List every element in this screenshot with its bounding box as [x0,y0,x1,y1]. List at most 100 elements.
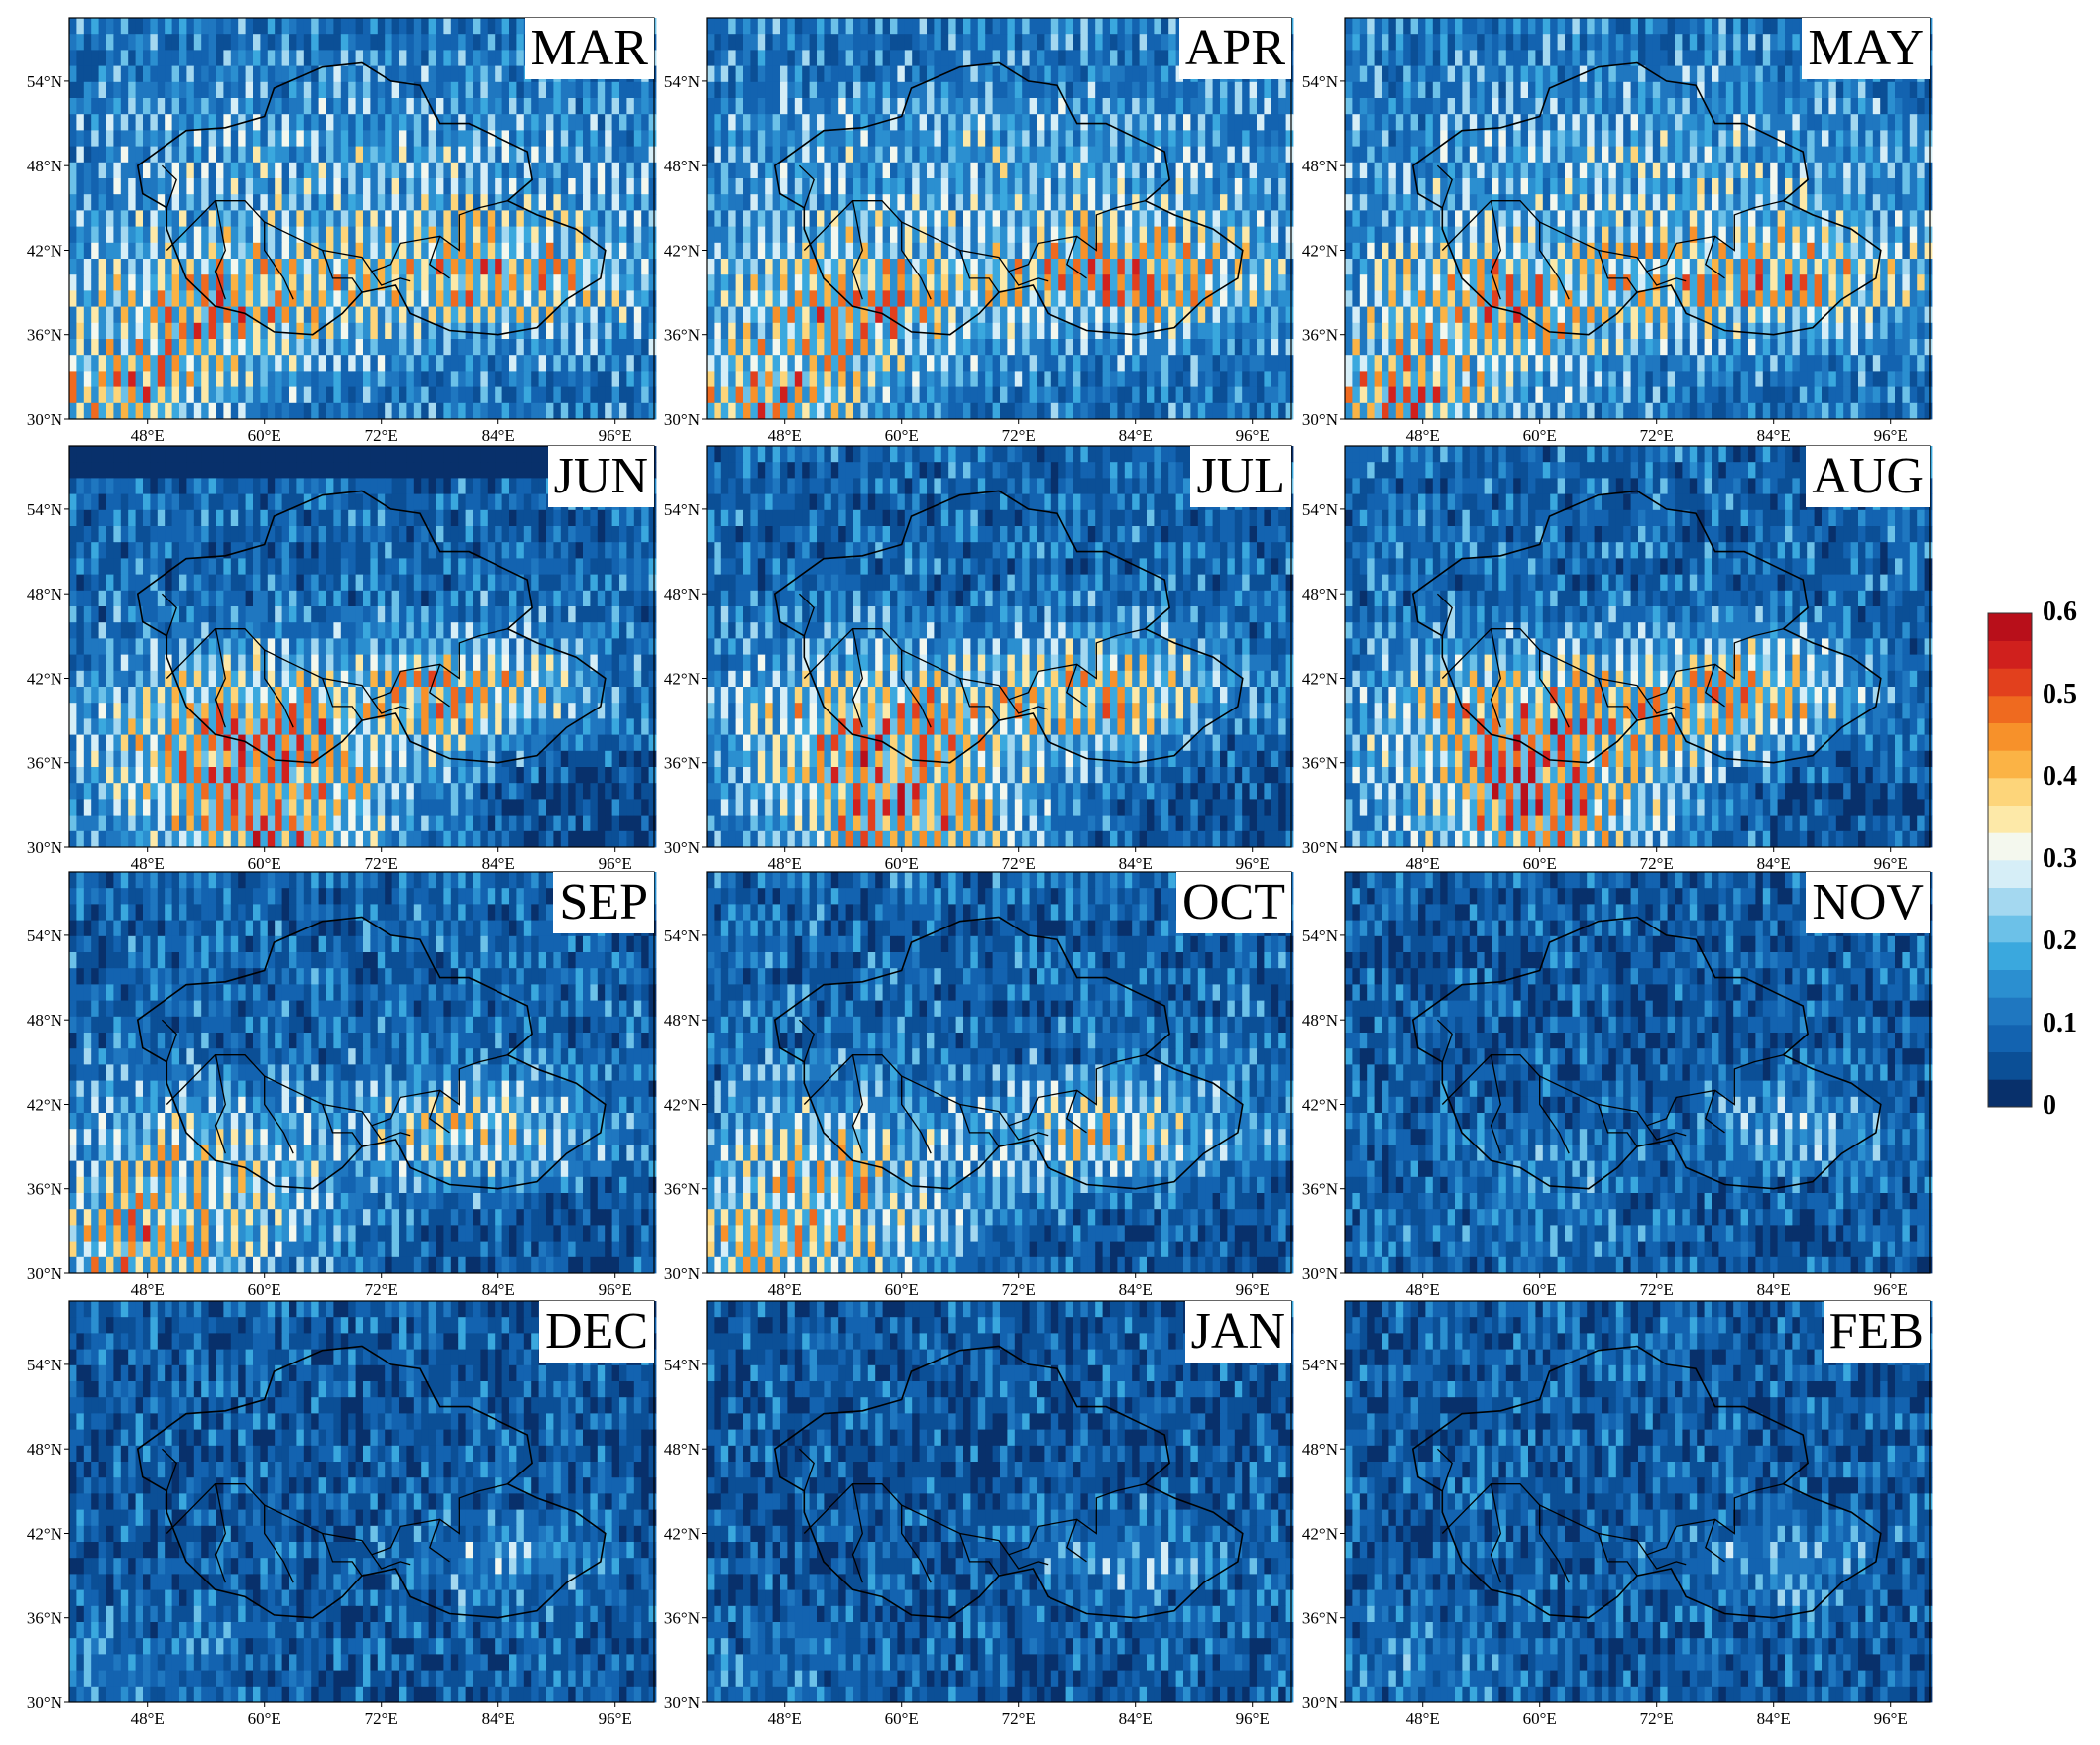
lat-tick-label: 48°N [27,1440,62,1459]
country-border-4 [371,628,508,701]
month-label: JUN [547,446,654,507]
lon-tick-label: 84°E [1119,1709,1153,1728]
country-border-0 [1441,200,1648,273]
map-frame [1344,445,1931,848]
country-border-6 [1066,236,1087,279]
country-border-6 [1705,1519,1725,1563]
country-border-1 [214,1483,226,1583]
month-label: FEB [1823,1301,1930,1363]
lon-tick-label: 84°E [1757,426,1791,445]
country-border-3 [1598,1533,1638,1577]
lon-tick-label: 84°E [1757,854,1791,873]
lat-tick-label: 36°N [1302,1180,1338,1199]
colorbar-label: 0.1 [2043,1008,2077,1039]
country-border-2 [264,650,294,728]
map-frame [68,871,655,1274]
country-border-1 [851,628,863,728]
region-boundary [773,61,1244,336]
lat-tick-label: 42°N [664,670,700,689]
map-panel-feb: 30°N 36°N 42°N 48°N 54°N 48°E 60°E 72°E 84°E 96°E… [1302,1300,1933,1728]
country-border-3 [322,678,363,721]
lat-tick-label: 54°N [1302,927,1338,945]
country-border-2 [901,650,932,728]
colorbar-label: 0 [2043,1090,2056,1122]
lat-tick-label: 48°N [664,585,700,603]
lat-tick-label: 54°N [664,1356,700,1374]
country-border-4 [371,200,508,273]
lon-tick-label: 60°E [885,426,919,445]
map-panel-aug: 30°N 36°N 42°N 48°N 54°N 48°E 60°E 72°E 84°E 96°E… [1302,445,1933,873]
map-frame [706,17,1292,420]
region-boundary [773,1345,1244,1619]
lat-tick-label: 54°N [1302,1356,1338,1374]
country-border-4 [1646,200,1784,273]
lon-tick-label: 72°E [1002,854,1036,873]
country-border-3 [1598,250,1638,293]
lat-tick-label: 42°N [27,670,62,689]
lon-tick-label: 72°E [1640,426,1674,445]
lon-tick-label: 96°E [1236,1280,1270,1299]
country-border-4 [1646,628,1784,701]
country-border-6 [1705,1090,1725,1134]
region-boundary [1411,490,1882,764]
lat-tick-label: 54°N [27,927,62,945]
country-border-0 [1441,1483,1648,1556]
lon-tick-label: 84°E [482,854,515,873]
country-border-6 [1066,664,1087,708]
lon-tick-label: 96°E [1874,854,1908,873]
region-boundary [1411,916,1882,1190]
lon-tick-label: 60°E [885,1280,919,1299]
country-border-6 [429,236,450,279]
lon-tick-label: 96°E [599,426,632,445]
region-boundary [136,916,607,1190]
country-border-4 [1646,1054,1784,1127]
country-border-7 [1436,593,1453,637]
colorbar-label: 0.6 [2043,597,2077,628]
country-border-7 [798,164,815,209]
colorbar-swatch [1988,860,2032,888]
lon-tick-label: 60°E [248,1280,281,1299]
lon-tick-label: 72°E [1002,1709,1036,1728]
lat-tick-label: 54°N [1302,500,1338,519]
country-border-1 [851,200,863,300]
lon-tick-label: 96°E [1236,1709,1270,1728]
lat-tick-label: 36°N [1302,326,1338,345]
lon-tick-label: 72°E [365,1709,398,1728]
country-border-7 [1436,1448,1453,1492]
lat-tick-label: 36°N [27,1609,62,1628]
colorbar-swatch [1988,1051,2032,1080]
map-panel-jun: 30°N 36°N 42°N 48°N 54°N 48°E 60°E 72°E 84°E 96°E… [27,445,657,873]
country-border-4 [1008,1054,1146,1127]
lat-tick-label: 48°N [664,157,700,175]
lon-tick-label: 60°E [248,426,281,445]
country-border-6 [429,1090,450,1134]
region-boundary [136,1345,607,1619]
lon-tick-label: 60°E [1523,426,1557,445]
lon-tick-label: 48°E [768,854,802,873]
lat-tick-label: 36°N [1302,754,1338,773]
lat-tick-label: 36°N [1302,1609,1338,1628]
country-border-1 [214,1054,226,1154]
region-boundary [773,916,1244,1190]
colorbar-swatch [1988,613,2032,641]
lat-tick-label: 30°N [664,838,700,857]
country-border-7 [1436,1019,1453,1063]
lon-tick-label: 96°E [599,1280,632,1299]
map-raster: 30°N 36°N 42°N 48°N 54°N 48°E 60°E 72°E 84°E 96°E [1302,445,1933,873]
lat-tick-label: 36°N [27,754,62,773]
colorbar-label: 0.4 [2043,761,2077,793]
lat-tick-label: 48°N [1302,157,1338,175]
lat-tick-label: 48°N [27,157,62,175]
country-border-0 [803,1054,1010,1127]
country-border-4 [1008,628,1146,701]
lon-tick-label: 96°E [1874,426,1908,445]
lon-tick-label: 48°E [768,1709,802,1728]
lat-tick-label: 42°N [1302,1096,1338,1115]
country-border-7 [1436,164,1453,209]
country-border-5 [1646,699,1687,714]
lon-tick-label: 48°E [131,426,165,445]
lat-tick-label: 30°N [27,838,62,857]
colorbar: 0.6 0.5 0.4 0.3 0.2 0.1 0 [1987,597,2100,1126]
lon-tick-label: 84°E [1119,1280,1153,1299]
colorbar-swatch [1988,696,2032,723]
